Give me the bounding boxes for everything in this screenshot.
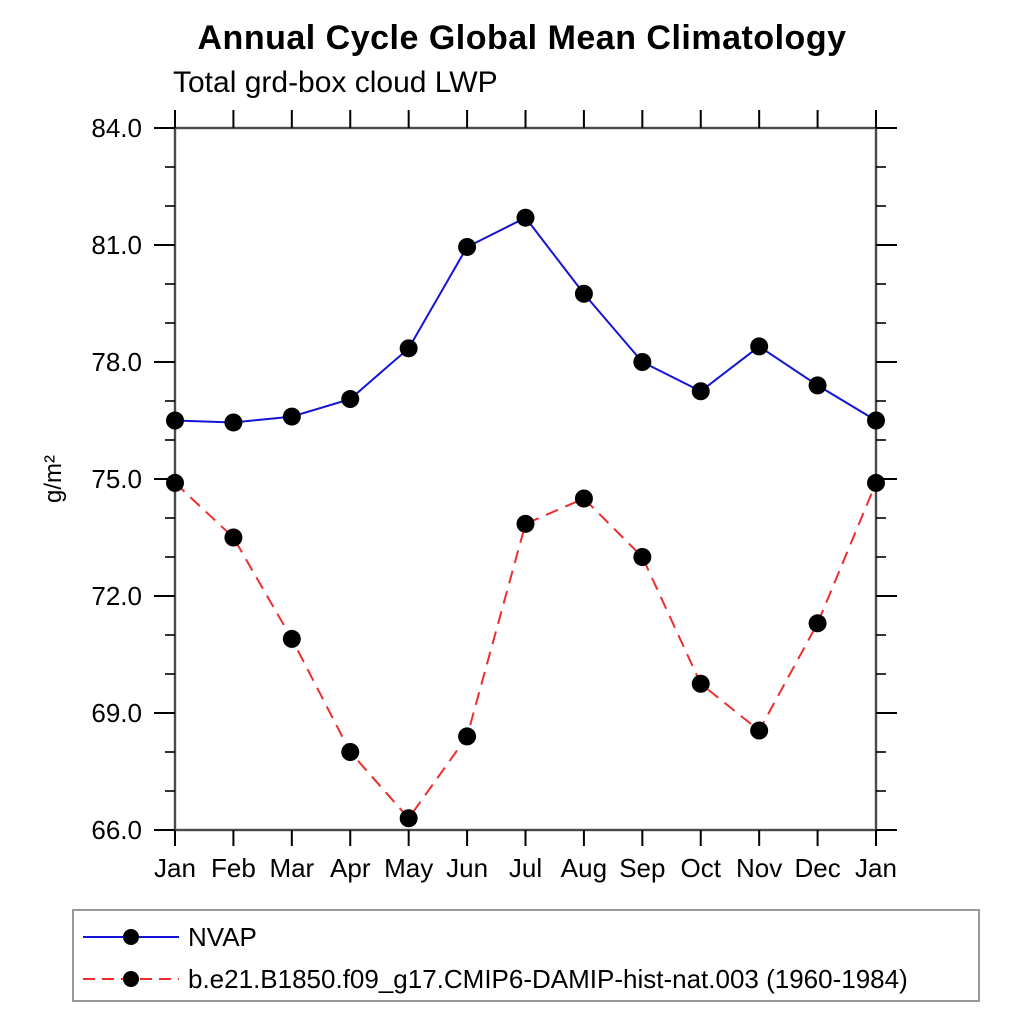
nvap-line: [174, 216, 877, 424]
data-point-marker: [282, 407, 301, 426]
data-point-marker: [867, 473, 885, 492]
data-point-marker: [691, 674, 710, 693]
y-tick-label: 69.0: [91, 698, 142, 728]
chart-subtitle: Total grd-box cloud LWP: [173, 66, 498, 99]
data-point-marker: [399, 809, 418, 828]
data-point-marker: [574, 284, 593, 303]
data-point-marker: [516, 514, 535, 533]
x-tick-label: Apr: [330, 853, 371, 883]
model-line: [174, 482, 877, 820]
x-tick-label: Dec: [794, 853, 841, 883]
data-point-marker: [341, 390, 360, 409]
data-point-marker: [341, 743, 360, 761]
y-tick-label: 78.0: [91, 347, 142, 377]
x-tick-label: Jan: [154, 853, 196, 883]
legend-line-sample: [83, 929, 179, 945]
y-tick-label: 81.0: [91, 230, 142, 260]
plot-frame: [173, 126, 878, 832]
data-point-marker: [224, 413, 243, 432]
data-point-marker: [691, 382, 710, 401]
data-point-marker: [166, 473, 184, 492]
x-tick-label: Jul: [508, 853, 543, 883]
y-tick-label: 72.0: [91, 581, 142, 611]
legend-box: NVAP b.e21.B1850.f09_g17.CMIP6-DAMIP-hist…: [72, 909, 980, 1002]
data-point-marker: [633, 548, 652, 566]
data-point-marker: [458, 237, 477, 256]
x-tick-label: Jan: [855, 853, 897, 883]
legend-row: NVAP: [79, 921, 257, 952]
legend-label: NVAP: [188, 921, 257, 952]
data-point-marker: [399, 339, 418, 358]
y-tick-label: 66.0: [91, 815, 142, 845]
x-tick-label: Nov: [736, 853, 783, 883]
data-point-marker: [808, 376, 827, 395]
data-point-marker: [224, 528, 243, 547]
legend-row: b.e21.B1850.f09_g17.CMIP6-DAMIP-hist-nat…: [79, 963, 908, 994]
x-tick-label: Sep: [619, 853, 666, 883]
x-tick-label: Mar: [269, 853, 315, 883]
x-tick-label: Feb: [211, 853, 256, 883]
x-tick-label: Oct: [680, 853, 721, 883]
data-point-marker: [516, 208, 535, 227]
data-point-marker: [633, 353, 652, 371]
y-tick-label: 75.0: [91, 464, 142, 494]
x-tick-label: May: [384, 853, 434, 883]
data-point-marker: [282, 629, 301, 648]
data-point-marker: [867, 411, 885, 430]
chart-title: Annual Cycle Global Mean Climatology: [197, 19, 847, 57]
data-point-marker: [166, 411, 184, 430]
legend-label: b.e21.B1850.f09_g17.CMIP6-DAMIP-hist-nat…: [188, 963, 908, 994]
y-tick-label: 84.0: [91, 113, 142, 143]
legend-line-sample: [83, 971, 179, 987]
x-tick-label: Aug: [560, 853, 608, 883]
data-point-marker: [574, 489, 593, 508]
data-point-marker: [750, 337, 769, 356]
data-point-marker: [808, 614, 827, 633]
data-point-marker: [750, 721, 769, 740]
legend-marker-icon: [123, 971, 139, 987]
x-tick-label: Jun: [446, 853, 489, 883]
data-point-marker: [458, 727, 477, 746]
legend-marker-icon: [123, 929, 139, 945]
